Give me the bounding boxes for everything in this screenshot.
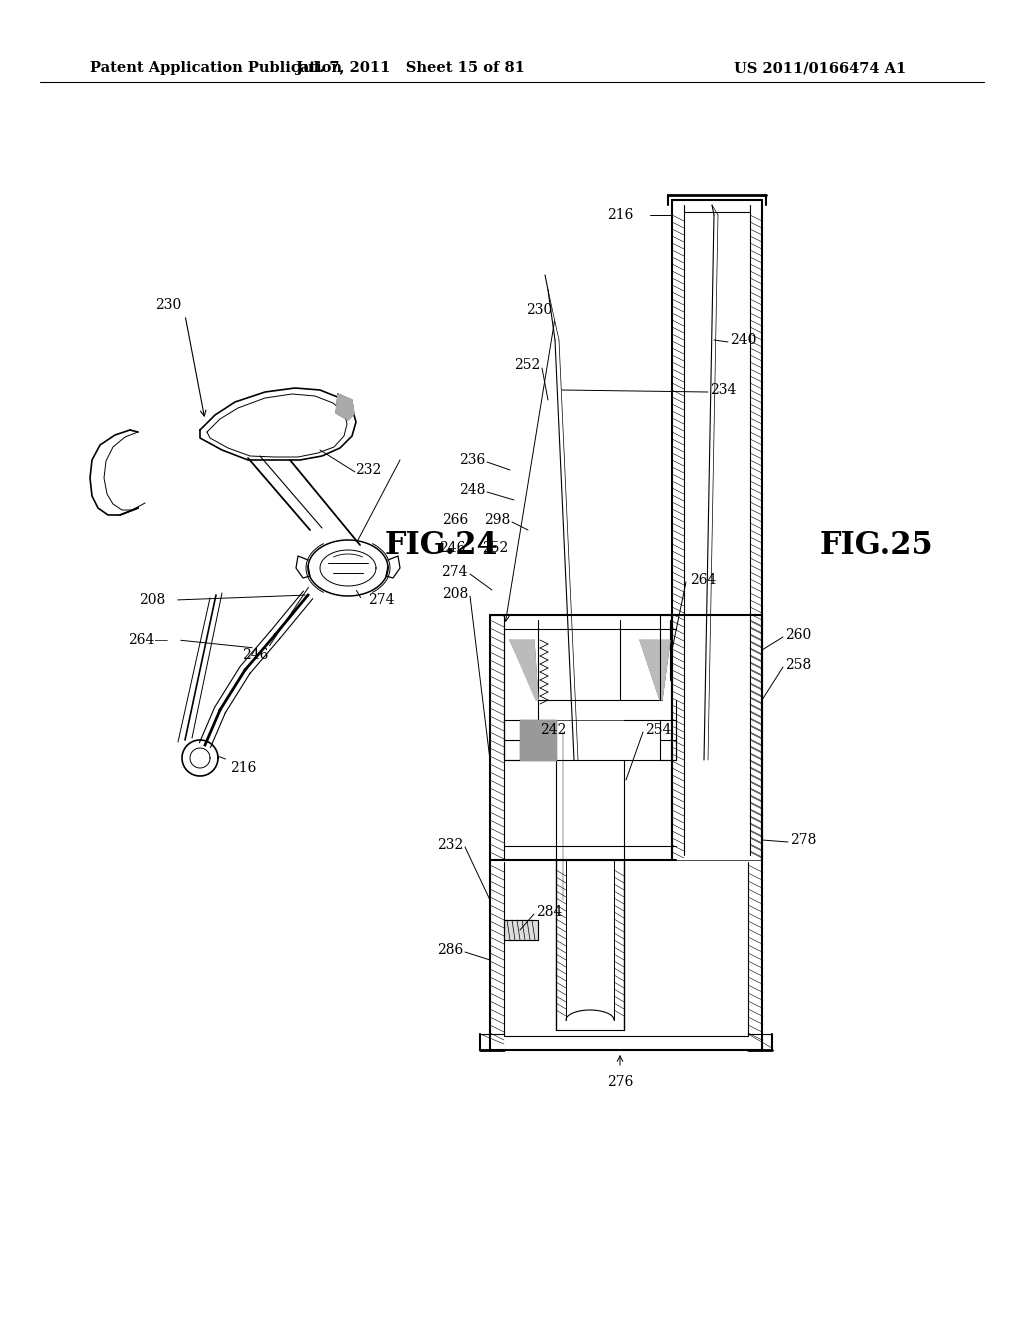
- Text: 252: 252: [481, 541, 508, 554]
- Text: 232: 232: [437, 838, 463, 851]
- Text: 236: 236: [459, 453, 485, 467]
- Text: 264: 264: [690, 573, 717, 587]
- Text: 230: 230: [525, 304, 552, 317]
- Text: Jul. 7, 2011   Sheet 15 of 81: Jul. 7, 2011 Sheet 15 of 81: [296, 61, 524, 75]
- Text: 216: 216: [606, 209, 633, 222]
- Text: 298: 298: [483, 513, 510, 527]
- Text: FIG.25: FIG.25: [820, 529, 934, 561]
- Polygon shape: [336, 393, 354, 420]
- Polygon shape: [504, 920, 538, 940]
- Text: 254: 254: [645, 723, 672, 737]
- Text: FIG.24: FIG.24: [385, 529, 499, 561]
- Text: 286: 286: [437, 942, 463, 957]
- Text: US 2011/0166474 A1: US 2011/0166474 A1: [734, 61, 906, 75]
- Text: 258: 258: [785, 657, 811, 672]
- Text: 276: 276: [607, 1074, 633, 1089]
- Text: 274: 274: [441, 565, 468, 579]
- Text: 246: 246: [438, 541, 465, 554]
- Text: 246: 246: [242, 648, 268, 663]
- Text: 266: 266: [441, 513, 468, 527]
- Text: 232: 232: [355, 463, 381, 477]
- Text: 234: 234: [710, 383, 736, 397]
- Text: 242: 242: [540, 723, 566, 737]
- Text: 240: 240: [730, 333, 757, 347]
- Text: 278: 278: [790, 833, 816, 847]
- Text: 264—: 264—: [128, 634, 168, 647]
- Text: 260: 260: [785, 628, 811, 642]
- Text: 248: 248: [459, 483, 485, 498]
- Text: Patent Application Publication: Patent Application Publication: [90, 61, 342, 75]
- Text: 208: 208: [441, 587, 468, 601]
- Text: 216: 216: [230, 762, 256, 775]
- Text: 284: 284: [536, 906, 562, 919]
- Text: 252: 252: [514, 358, 540, 372]
- Polygon shape: [520, 719, 556, 760]
- Polygon shape: [510, 640, 538, 700]
- Text: 208: 208: [138, 593, 165, 607]
- Text: 274: 274: [368, 593, 394, 607]
- Polygon shape: [640, 640, 670, 700]
- Text: 230: 230: [155, 298, 181, 312]
